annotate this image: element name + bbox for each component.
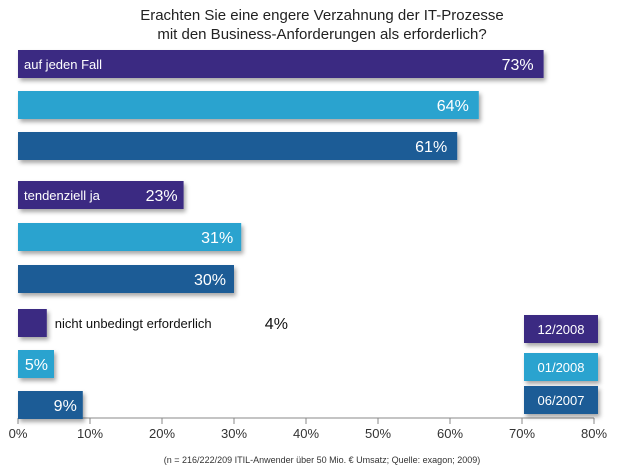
category-label: tendenziell ja [24, 188, 101, 203]
x-tick-label: 50% [365, 426, 391, 441]
bar [18, 309, 47, 337]
legend-label: 01/2008 [538, 360, 585, 375]
data-label: 64% [437, 98, 469, 115]
legend-swatch [524, 353, 598, 381]
data-label: 31% [201, 230, 233, 247]
chart-title-line-2: mit den Business-Anforderungen als erfor… [157, 26, 486, 43]
legend-label: 06/2007 [538, 393, 585, 408]
x-axis: 0% 10% 20% 30% 40% 50% 60% 70% 80% [9, 417, 607, 441]
bar [18, 50, 544, 78]
bar [18, 265, 234, 293]
data-label: 5% [25, 357, 48, 374]
x-tick-label: 10% [77, 426, 103, 441]
data-label: 61% [415, 139, 447, 156]
footnote: (n = 216/222/209 ITIL-Anwender über 50 M… [164, 455, 480, 465]
legend: 12/2008 01/2008 06/2007 [524, 315, 598, 414]
data-label: 4% [265, 316, 288, 333]
bar [18, 350, 54, 378]
data-label: 23% [146, 188, 178, 205]
x-tick-label: 40% [293, 426, 319, 441]
data-label: 73% [502, 57, 534, 74]
data-label: 30% [194, 272, 226, 289]
legend-swatch [524, 386, 598, 414]
x-tick-label: 70% [509, 426, 535, 441]
bar [18, 223, 242, 251]
bar [18, 132, 458, 160]
x-tick-label: 0% [9, 426, 28, 441]
category-label: auf jeden Fall [24, 57, 102, 72]
x-tick-label: 20% [149, 426, 175, 441]
x-tick-label: 30% [221, 426, 247, 441]
bar [18, 391, 83, 419]
legend-label: 12/2008 [538, 322, 585, 337]
x-tick-label: 80% [581, 426, 607, 441]
x-tick-label: 60% [437, 426, 463, 441]
chart-title-line-1: Erachten Sie eine engere Verzahnung der … [140, 7, 504, 24]
bars: auf jeden Fall 73% 64% 61% tendenziell ja 23%… [18, 50, 544, 419]
bar [18, 91, 479, 119]
data-label: 9% [54, 398, 77, 415]
bar [18, 181, 184, 209]
legend-swatch [524, 315, 598, 343]
category-label: nicht unbedingt erforderlich [55, 316, 212, 331]
